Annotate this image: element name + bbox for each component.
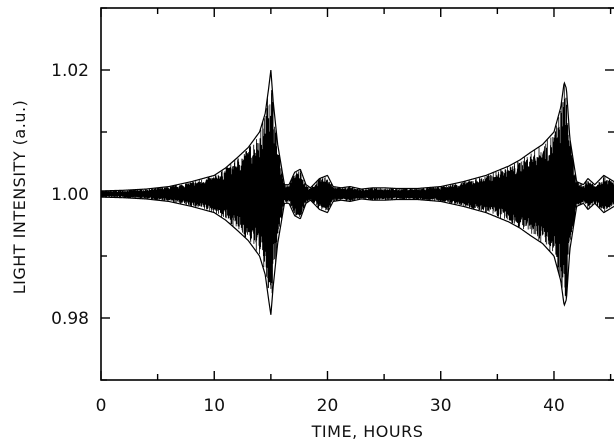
- y-tick-label: 1.02: [51, 61, 89, 81]
- y-axis: 0.98 1.00 1.02: [51, 7, 614, 381]
- y-tick-label: 0.98: [51, 309, 89, 329]
- signal-trace: [100, 84, 614, 298]
- signal-envelope-upper: [100, 69, 614, 192]
- x-tick-label: 0: [96, 396, 107, 416]
- x-tick-label: 10: [203, 396, 225, 416]
- x-tick-label: 40: [543, 396, 565, 416]
- x-tick-label: 20: [317, 396, 339, 416]
- y-axis-title: LIGHT INTENSITY (a.u.): [10, 100, 29, 295]
- x-tick-label: 30: [430, 396, 452, 416]
- signal-envelope-lower: [100, 196, 614, 315]
- signal-trace-group: [100, 69, 614, 315]
- x-axis: 0 10 20 30 40: [96, 8, 612, 416]
- x-axis-title: TIME, HOURS: [311, 422, 424, 441]
- y-tick-label: 1.00: [51, 185, 89, 205]
